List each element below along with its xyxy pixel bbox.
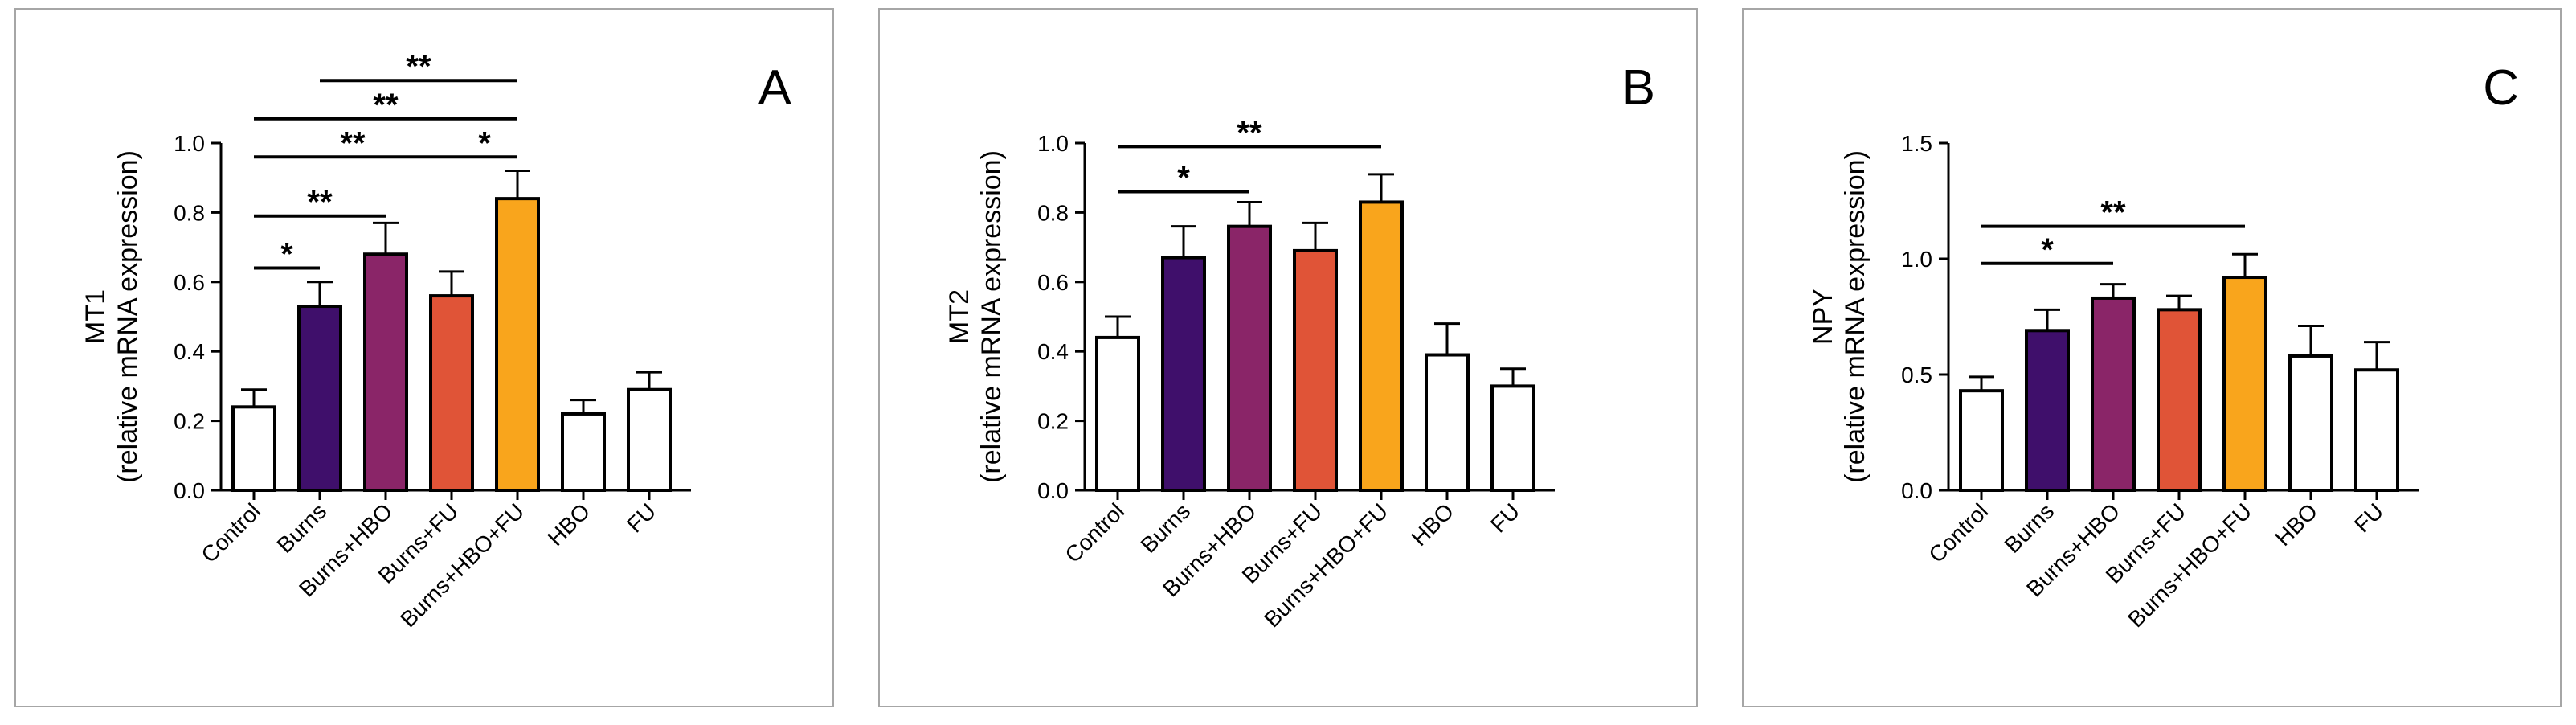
y-axis-label-main: NPY bbox=[1808, 289, 1838, 345]
panel-b: B MT2 (relative mRNA expression) 0.0 0.2 0.4 0… bbox=[878, 8, 1698, 707]
y-tick-label: 0.8 bbox=[1037, 200, 1069, 225]
bar bbox=[1490, 384, 1535, 492]
significance-label: ** bbox=[406, 49, 431, 84]
y-tick-label: 0.2 bbox=[1037, 409, 1069, 434]
y-tick-label: 0.2 bbox=[174, 409, 205, 434]
bar bbox=[297, 305, 342, 493]
bar bbox=[2222, 276, 2267, 492]
bar bbox=[1161, 256, 1206, 492]
bar bbox=[495, 197, 540, 492]
panel-letter: A bbox=[758, 60, 792, 116]
y-axis-label-sub: (relative mRNA expression) bbox=[112, 150, 143, 483]
bar bbox=[1359, 200, 1404, 492]
chart-a: A MT1 (relative mRNA expression) 0.0 0.2 0.4 0… bbox=[80, 49, 792, 632]
x-tick-label: Burns bbox=[2000, 498, 2059, 558]
y-tick-label: 0.0 bbox=[1901, 478, 1932, 503]
y-tick-label: 0.6 bbox=[174, 270, 205, 295]
significance-label: * bbox=[1177, 160, 1190, 195]
panel-c: C NPY (relative mRNA expression) 0.0 0.5 1.0 1… bbox=[1742, 8, 2562, 707]
significance-label: ** bbox=[2100, 195, 2126, 231]
y-tick-label: 1.0 bbox=[174, 131, 205, 156]
y-axis-label-sub: (relative mRNA expression) bbox=[976, 150, 1007, 483]
y-tick-label: 0.4 bbox=[1037, 339, 1069, 364]
bar bbox=[1293, 248, 1338, 492]
x-tick-label: HBO bbox=[2270, 498, 2322, 551]
bar bbox=[429, 294, 474, 492]
x-tick-label: FU bbox=[1486, 498, 1524, 537]
y-tick-label: 0.4 bbox=[174, 339, 205, 364]
y-tick-label: 1.5 bbox=[1901, 131, 1932, 156]
bar bbox=[231, 405, 276, 493]
y-tick-label: 0.8 bbox=[174, 200, 205, 225]
significance-label: * bbox=[478, 125, 491, 161]
x-tick-label: Burns+HBO+FU bbox=[395, 498, 529, 632]
x-tick-label: Control bbox=[1060, 498, 1129, 567]
x-tick-label: Burns bbox=[272, 498, 332, 558]
x-tick-label: Control bbox=[1924, 498, 1993, 567]
significance-label: ** bbox=[373, 88, 399, 123]
y-tick-label: 0.6 bbox=[1037, 270, 1069, 295]
panel-letter: C bbox=[2483, 60, 2519, 116]
significance-label: ** bbox=[1237, 115, 1262, 150]
y-axis-label-main: MT2 bbox=[944, 289, 975, 344]
bar bbox=[2025, 329, 2070, 492]
y-axis-label-main: MT1 bbox=[80, 289, 111, 344]
x-tick-label: Burns+HBO+FU bbox=[2123, 498, 2256, 632]
significance-label: * bbox=[2041, 232, 2054, 268]
y-tick-label: 0.0 bbox=[1037, 478, 1069, 503]
y-tick-label: 0.5 bbox=[1901, 362, 1932, 387]
bar bbox=[2091, 296, 2136, 492]
y-axis-label-sub: (relative mRNA expression) bbox=[1840, 150, 1871, 483]
panel-a: A MT1 (relative mRNA expression) 0.0 0.2 0.4 0… bbox=[14, 8, 834, 707]
x-tick-label: HBO bbox=[542, 498, 595, 551]
x-tick-label: Burns bbox=[1136, 498, 1196, 558]
chart-b: B MT2 (relative mRNA expression) 0.0 0.2 0.4 0… bbox=[944, 60, 1655, 632]
x-tick-label: FU bbox=[2349, 498, 2388, 537]
bar bbox=[561, 412, 606, 492]
significance-label: ** bbox=[340, 125, 366, 161]
bar bbox=[1227, 224, 1272, 492]
bar bbox=[2354, 368, 2399, 492]
chart-c: C NPY (relative mRNA expression) 0.0 0.5 1.0 1… bbox=[1808, 60, 2519, 632]
bar bbox=[627, 387, 672, 492]
panel-letter: B bbox=[1622, 60, 1655, 116]
bar bbox=[2288, 354, 2333, 492]
y-tick-label: 0.0 bbox=[174, 478, 205, 503]
bar bbox=[1425, 353, 1470, 492]
bar bbox=[363, 252, 408, 492]
y-tick-label: 1.0 bbox=[1037, 131, 1069, 156]
significance-label: ** bbox=[307, 185, 333, 220]
y-tick-label: 1.0 bbox=[1901, 247, 1932, 272]
bar bbox=[1959, 389, 2004, 492]
x-tick-label: Burns+HBO+FU bbox=[1259, 498, 1392, 632]
x-tick-label: Control bbox=[196, 498, 265, 567]
significance-label: * bbox=[280, 237, 293, 272]
x-tick-label: FU bbox=[622, 498, 660, 537]
bar bbox=[2157, 308, 2202, 492]
x-tick-label: HBO bbox=[1406, 498, 1458, 551]
bar bbox=[1095, 335, 1140, 493]
